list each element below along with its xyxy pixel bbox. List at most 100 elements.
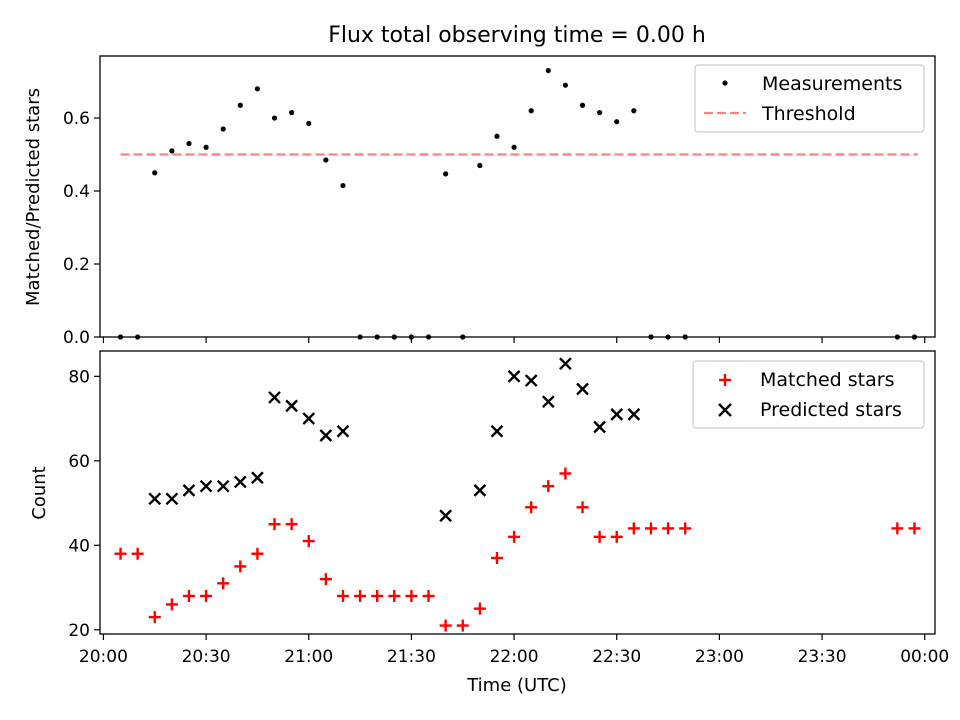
predicted-star-point (507, 369, 521, 383)
top-x-ticks (102, 337, 926, 343)
bottom-y-ticks: 20 40 60 80 (68, 367, 100, 641)
matched-star-point (234, 560, 247, 573)
measurement-point (186, 140, 192, 147)
measurement-point (169, 148, 175, 154)
matched-star-point (542, 480, 555, 493)
x-tick-label: 20:00 (79, 647, 128, 667)
legend-measurements-marker (722, 80, 728, 86)
matched-star-point (644, 522, 657, 535)
top-panel: Matched/Predicted stars 0.0 0.2 0.4 0.6 Mea… (23, 55, 936, 348)
predicted-star-d2 (524, 374, 538, 387)
matched-star-point (182, 589, 195, 602)
top-y-ticks: 0.0 0.2 0.4 0.6 (63, 109, 100, 348)
predicted-star-point (524, 374, 538, 387)
predicted-star-d2 (319, 429, 333, 442)
matched-star-point (627, 522, 640, 535)
predicted-star-d2 (507, 369, 521, 383)
predicted-star-d2 (251, 471, 264, 485)
matched-star-point (336, 589, 349, 602)
top-plot-area (99, 55, 936, 338)
measurement-point (443, 171, 449, 177)
matched-stars-points (114, 467, 921, 632)
matched-star-point (508, 530, 521, 543)
measurement-point (614, 119, 620, 125)
matched-star-point (200, 589, 213, 602)
predicted-star-point (216, 479, 230, 493)
matched-star-point (285, 518, 298, 531)
predicted-star-d2 (610, 408, 624, 421)
measurement-points (117, 67, 918, 340)
measurement-point (545, 67, 551, 74)
bottom-plot-area (99, 350, 936, 635)
predicted-star-point (473, 484, 487, 497)
measurement-point (562, 82, 569, 88)
legend-predicted-label: Predicted stars (760, 399, 902, 421)
measurement-point (528, 108, 534, 114)
predicted-star-d2 (233, 475, 247, 489)
predicted-star-point (336, 424, 350, 438)
predicted-star-point (610, 408, 624, 421)
legend-measurements-label: Measurements (762, 73, 902, 95)
top-legend-box (694, 64, 925, 133)
measurement-point (391, 334, 397, 340)
matched-star-point (422, 589, 435, 602)
measurement-point (117, 334, 124, 340)
predicted-star-d2 (541, 395, 555, 409)
bottom-legend: Matched stars Predicted stars (692, 360, 925, 429)
matched-star-point (662, 522, 675, 535)
top-y-axis-label: Matched/Predicted stars (23, 88, 44, 306)
predicted-star-d2 (593, 420, 606, 434)
y-tick-label: 40 (68, 536, 90, 556)
matched-star-point (371, 589, 384, 602)
bottom-y-axis-label: Count (29, 466, 50, 519)
predicted-star-point (302, 412, 316, 425)
matched-star-point (114, 547, 127, 560)
predicted-star-d2 (336, 424, 350, 438)
measurement-point (460, 334, 466, 340)
measurement-point (408, 334, 415, 340)
measurement-point (220, 126, 226, 132)
matched-star-point (354, 589, 367, 602)
legend-predicted-marker (718, 403, 732, 417)
matched-star-point (525, 501, 538, 514)
measurement-point (135, 334, 141, 340)
matched-star-point (559, 467, 572, 480)
x-axis-label: Time (UTC) (466, 675, 567, 696)
measurement-point (254, 86, 261, 92)
y-tick-label: 60 (68, 452, 90, 472)
matched-star-point (405, 589, 418, 602)
matched-star-point (593, 530, 606, 543)
predicted-star-d2 (473, 484, 487, 497)
top-legend: Measurements Threshold (694, 64, 925, 133)
predicted-star-point (319, 429, 333, 442)
bottom-legend-box (692, 360, 925, 429)
x-tick-label: 21:30 (387, 647, 436, 667)
predicted-star-d2 (268, 391, 281, 404)
predicted-star-point (541, 395, 555, 409)
matched-star-point (891, 522, 904, 535)
measurement-point (357, 334, 363, 340)
y-tick-label: 0.0 (63, 328, 90, 348)
matched-star-point (217, 577, 230, 590)
matched-star-point (302, 535, 315, 548)
x-tick-label: 23:00 (695, 647, 744, 667)
matched-star-point (610, 530, 623, 543)
predicted-star-point (490, 424, 504, 438)
measurement-point (374, 334, 380, 340)
matched-star-point (148, 611, 161, 624)
matched-star-point (165, 598, 178, 611)
measurement-point (894, 334, 900, 340)
predicted-star-point (251, 471, 264, 485)
predicted-star-point (148, 492, 162, 506)
measurement-point (911, 334, 918, 340)
predicted-star-d2 (627, 408, 641, 421)
predicted-star-d2 (165, 492, 179, 506)
x-tick-label: 22:30 (592, 647, 641, 667)
y-tick-label: 80 (68, 367, 90, 387)
x-tick-label: 23:30 (798, 647, 847, 667)
legend-matched-label: Matched stars (760, 369, 894, 391)
predicted-star-d2 (559, 357, 572, 371)
measurement-point (237, 102, 243, 108)
measurement-point (289, 109, 295, 116)
